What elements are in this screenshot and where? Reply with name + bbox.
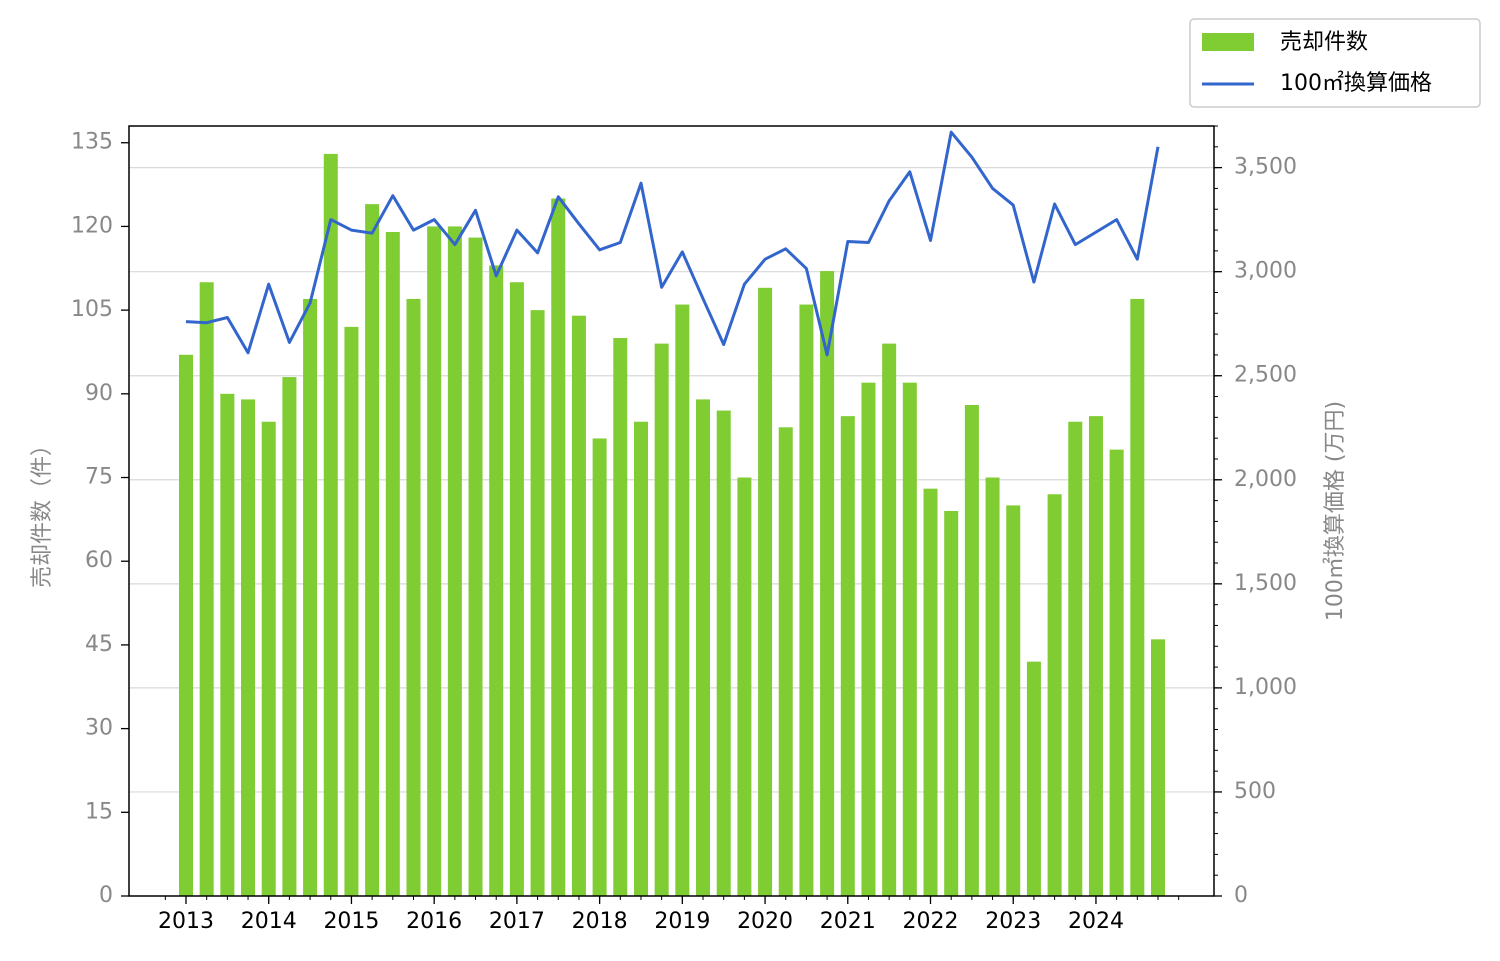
bar: [1130, 298, 1145, 896]
y-axis-right-title: 100㎡換算価格 (万円): [1322, 401, 1348, 621]
bar: [323, 153, 338, 896]
y-right-tick-label: 0: [1234, 883, 1248, 908]
x-tick-label: 2018: [572, 909, 628, 934]
y-right-tick-label: 500: [1234, 779, 1276, 804]
bar: [1047, 494, 1062, 896]
legend-label-bar: 売却件数: [1280, 30, 1368, 55]
bar: [406, 298, 421, 896]
bar: [1068, 421, 1083, 896]
y-right-tick-label: 1,500: [1234, 571, 1297, 596]
bar: [179, 354, 193, 896]
y-left-tick-label: 0: [99, 883, 113, 908]
x-tick-label: 2015: [323, 909, 379, 934]
y-right-tick-label: 3,000: [1234, 259, 1297, 284]
bar: [261, 421, 276, 896]
y-left-tick-label: 60: [85, 548, 113, 573]
bar: [820, 271, 835, 896]
x-tick-label: 2023: [985, 909, 1041, 934]
bar: [696, 399, 711, 896]
bar: [675, 304, 690, 896]
bar: [840, 416, 855, 896]
y-left-tick-label: 135: [71, 130, 113, 155]
bar: [592, 438, 607, 896]
y-left-tick-label: 30: [85, 716, 113, 741]
x-tick-label: 2024: [1068, 909, 1124, 934]
bar: [799, 304, 814, 896]
legend: 売却件数 100㎡換算価格: [1189, 18, 1481, 108]
bar: [447, 226, 462, 896]
bar: [468, 237, 483, 896]
bar: [902, 382, 917, 897]
bar: [613, 338, 628, 896]
bar: [365, 204, 380, 896]
bar: [985, 477, 1000, 896]
bar: [778, 427, 793, 896]
y-right-tick-label: 2,500: [1234, 363, 1297, 388]
y-left-tick-label: 90: [85, 381, 113, 406]
bar: [509, 282, 524, 896]
bar: [241, 399, 256, 896]
bar: [1109, 449, 1124, 896]
y-left-tick-label: 15: [85, 799, 113, 824]
bar: [199, 282, 214, 896]
x-tick-label: 2019: [654, 909, 710, 934]
x-tick-label: 2014: [241, 909, 297, 934]
x-tick-label: 2020: [737, 909, 793, 934]
y-left-tick-label: 75: [85, 465, 113, 490]
bar: [1088, 416, 1103, 896]
y-axis-left: 0 15 30 45 60 75 90 105 120 135: [71, 130, 129, 908]
line-layer: [185, 130, 1160, 357]
y-right-tick-label: 1,000: [1234, 675, 1297, 700]
x-tick-label: 2017: [489, 909, 545, 934]
bar: [964, 404, 979, 896]
bar: [882, 343, 897, 896]
legend-swatch-bar: [1202, 33, 1254, 51]
bar: [530, 310, 545, 896]
bar: [861, 382, 876, 897]
bar: [220, 393, 235, 896]
bar: [737, 477, 752, 896]
plot-frame: [128, 125, 1215, 897]
bar: [923, 488, 938, 896]
x-tick-label: 2021: [820, 909, 876, 934]
y-axis-right: 0 500 1,000 1,500 2,000 2,500 3,000 3,500: [1214, 125, 1297, 908]
bar: [716, 410, 731, 896]
bar: [758, 287, 773, 896]
y-left-tick-label: 105: [71, 297, 113, 322]
bar: [489, 265, 504, 896]
bars-layer: [179, 153, 1165, 897]
y-left-tick-label: 45: [85, 632, 113, 657]
bar: [303, 298, 318, 896]
bar: [944, 511, 959, 896]
bar: [344, 326, 359, 896]
bar: [385, 232, 400, 896]
bar: [654, 343, 669, 896]
x-tick-label: 2022: [903, 909, 959, 934]
x-axis: 2013 2014 2015 2016 2017 2018 2019 2020 2021 2022…: [158, 896, 1180, 934]
y-right-tick-label: 2,000: [1234, 467, 1297, 492]
bar: [571, 315, 586, 896]
bar: [633, 421, 648, 896]
bar: [427, 226, 442, 896]
y-axis-left-title: 売却件数（件）: [30, 434, 55, 588]
y-right-tick-label: 3,500: [1234, 155, 1297, 180]
y-left-tick-label: 120: [71, 213, 113, 238]
bar: [1026, 661, 1041, 896]
bar: [1006, 505, 1021, 896]
bar: [1151, 639, 1165, 896]
x-tick-label: 2013: [158, 909, 214, 934]
x-tick-label: 2016: [406, 909, 462, 934]
bar: [551, 198, 566, 896]
line-series: [185, 130, 1160, 357]
bar: [282, 377, 297, 897]
legend-box: [1189, 18, 1481, 108]
legend-label-line: 100㎡換算価格: [1280, 70, 1432, 96]
